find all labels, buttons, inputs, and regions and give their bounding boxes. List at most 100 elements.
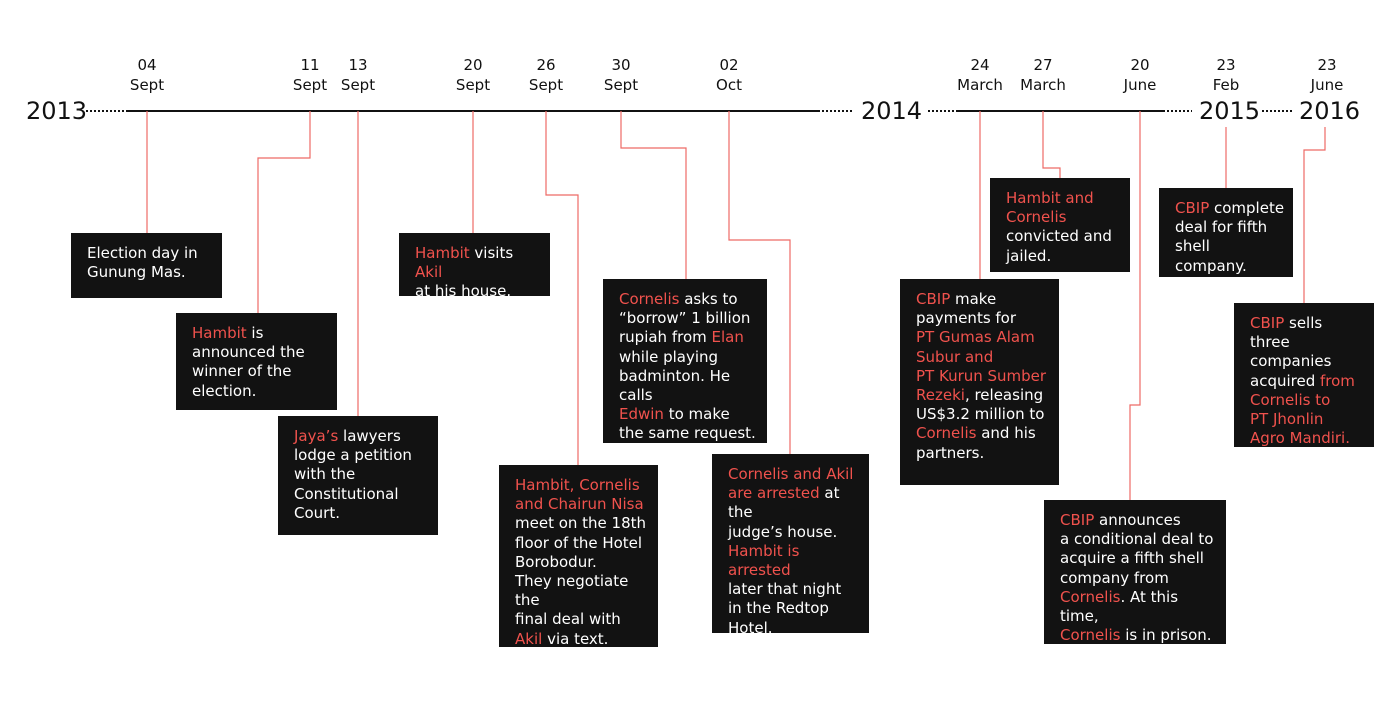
date-label-13-sept: 13 Sept bbox=[341, 55, 375, 95]
highlighted-name: Cornelis bbox=[1060, 626, 1121, 644]
year-2014: 2014 bbox=[861, 97, 923, 125]
highlighted-name: Hambit bbox=[192, 324, 247, 342]
date-day: 27 bbox=[1033, 56, 1053, 74]
event-text: jailed. bbox=[1006, 246, 1052, 265]
event-text: is bbox=[246, 324, 264, 342]
highlighted-name: CBIP bbox=[916, 290, 951, 308]
date-label-02-oct: 02 Oct bbox=[716, 55, 742, 95]
highlighted-name: Cornelis bbox=[1060, 587, 1121, 606]
event-text: US$3.2 million to bbox=[916, 405, 1045, 424]
date-label-27-march: 27 March bbox=[1020, 55, 1066, 95]
highlighted-name: from bbox=[1320, 371, 1355, 390]
event-line: Borobodur. bbox=[515, 553, 650, 572]
highlighted-name: Cornelis and Akil bbox=[728, 465, 854, 483]
date-day: 26 bbox=[536, 56, 556, 74]
event-text: convicted and bbox=[1006, 227, 1112, 246]
date-day: 13 bbox=[348, 56, 368, 74]
event-line: badminton. He calls bbox=[619, 367, 759, 405]
event-cbip-sells-companies: CBIP sells three companies acquired from Co… bbox=[1234, 303, 1374, 447]
event-text: lawyers bbox=[338, 427, 401, 445]
event-text: at the bbox=[728, 484, 840, 522]
highlighted-name: Edwin bbox=[619, 405, 664, 424]
event-text: acquire a fifth shell bbox=[1060, 549, 1204, 568]
event-text: They negotiate the bbox=[515, 572, 629, 610]
highlighted-name: CBIP bbox=[1060, 511, 1095, 529]
event-text: a conditional deal to bbox=[1060, 530, 1214, 549]
date-label-04-sept: 04 Sept bbox=[130, 55, 164, 95]
event-hambit-visits-akil: Hambit visits Akil at his house. bbox=[399, 233, 550, 296]
date-label-20-sept: 20 Sept bbox=[456, 55, 490, 95]
connector-27-march bbox=[1042, 111, 1061, 178]
event-line: CBIP announces bbox=[1060, 511, 1218, 530]
date-month: Sept bbox=[292, 76, 328, 94]
event-text: Constitutional bbox=[294, 484, 399, 503]
event-line: a conditional deal to bbox=[1060, 530, 1218, 549]
event-text: asks to bbox=[679, 290, 738, 308]
event-text: Election day in bbox=[87, 244, 198, 262]
event-line: are arrested at the bbox=[728, 484, 861, 522]
event-line: Jaya’s lawyers bbox=[294, 427, 430, 446]
event-line: Hotel. bbox=[728, 619, 861, 633]
event-line: at his house. bbox=[415, 282, 542, 296]
event-text: shell company. bbox=[1175, 237, 1247, 275]
highlighted-name: Cornelis bbox=[1006, 208, 1067, 227]
event-text: complete bbox=[1209, 199, 1285, 217]
date-label-30-sept: 30 Sept bbox=[604, 55, 638, 95]
event-line: Akil via text. bbox=[515, 630, 650, 647]
event-line: Cornelis asks to bbox=[619, 290, 759, 309]
event-line: judge’s house. bbox=[728, 523, 861, 542]
date-day: 23 bbox=[1317, 56, 1337, 74]
event-line: PT Jhonlin bbox=[1250, 410, 1366, 429]
date-day: 11 bbox=[300, 56, 320, 74]
year-2015: 2015 bbox=[1199, 97, 1261, 125]
event-text: in the Redtop bbox=[728, 599, 829, 618]
event-line: US$3.2 million to bbox=[916, 405, 1051, 424]
highlighted-name: CBIP bbox=[1250, 314, 1285, 332]
event-line: Court. bbox=[294, 504, 430, 523]
date-month: Sept bbox=[528, 76, 564, 94]
event-line: final deal with bbox=[515, 610, 650, 629]
event-line: company from bbox=[1060, 569, 1218, 588]
event-line: Election day in bbox=[87, 244, 214, 263]
event-text: deal for fifth bbox=[1175, 218, 1268, 237]
event-line: payments for bbox=[916, 309, 1051, 328]
event-line: Subur and bbox=[916, 348, 1051, 367]
event-line: partners. bbox=[916, 444, 1051, 463]
date-day: 04 bbox=[137, 56, 157, 74]
event-text: , releasing bbox=[964, 386, 1044, 405]
event-arrests: Cornelis and Akil are arrested at the judg… bbox=[712, 454, 869, 633]
event-text: later that night bbox=[728, 580, 842, 599]
event-text: rupiah from bbox=[619, 328, 712, 347]
event-text: . At this time, bbox=[1060, 587, 1179, 626]
event-line: “borrow” 1 billion bbox=[619, 309, 759, 328]
date-day: 20 bbox=[1130, 56, 1150, 74]
event-line: later that night bbox=[728, 580, 861, 599]
event-text: winner of the bbox=[192, 362, 292, 381]
highlighted-name: are arrested bbox=[728, 484, 820, 503]
date-month: Sept bbox=[455, 76, 491, 94]
event-cornelis-borrow-request: Cornelis asks to “borrow” 1 billion rupiah… bbox=[603, 279, 767, 443]
year-2013: 2013 bbox=[26, 97, 88, 125]
highlighted-name: Akil bbox=[415, 263, 443, 282]
event-cbip-complete-deal: CBIP complete deal for fifth shell company… bbox=[1159, 188, 1293, 277]
event-text: election. bbox=[192, 381, 257, 400]
event-text: visits bbox=[469, 244, 514, 262]
highlighted-name: and Chairun Nisa bbox=[515, 495, 644, 514]
event-line: Cornelis is in prison. bbox=[1060, 626, 1218, 644]
date-month: Oct bbox=[716, 76, 742, 94]
event-line: Cornelis and Akil bbox=[728, 465, 861, 484]
date-month: Feb bbox=[1212, 76, 1240, 94]
highlighted-name: Jaya’s bbox=[294, 427, 339, 445]
event-line: CBIP make bbox=[916, 290, 1051, 309]
event-line: and Chairun Nisa bbox=[515, 495, 650, 514]
event-line: election. bbox=[192, 382, 329, 401]
event-text: sells three bbox=[1250, 314, 1323, 352]
highlighted-name: Agro Mandiri. bbox=[1250, 429, 1350, 447]
event-line: meet on the 18th bbox=[515, 514, 650, 533]
event-text: via text. bbox=[542, 629, 609, 647]
connector-26-sept bbox=[545, 111, 579, 465]
date-label-24-march: 24 March bbox=[957, 55, 1003, 95]
event-text: Hotel. bbox=[728, 618, 773, 633]
date-label-23-june: 23 June bbox=[1311, 55, 1344, 95]
